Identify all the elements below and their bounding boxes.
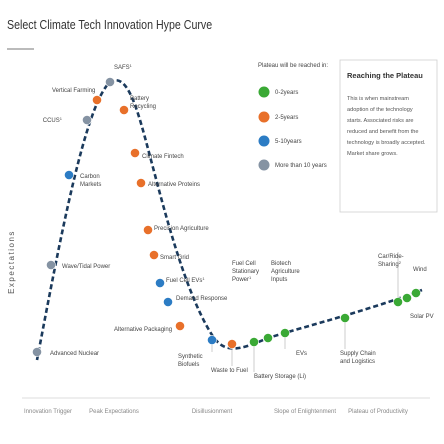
legend-label: 0-2years xyxy=(275,90,298,96)
info-box-lines: This is when mainstream adoption of the t… xyxy=(347,96,426,157)
data-point xyxy=(280,328,290,338)
point-label: Waste to Fuel xyxy=(211,368,248,374)
data-point xyxy=(263,333,273,343)
point-label: Supply Chain and Logistics xyxy=(340,351,376,365)
point-label: Smart Grid xyxy=(160,255,189,261)
point-label: Wave/Tidal Power xyxy=(62,264,110,270)
legend-swatch xyxy=(258,159,270,171)
y-axis-label: Expectations xyxy=(7,230,16,294)
data-point xyxy=(149,250,159,260)
data-point xyxy=(64,170,74,180)
phase-label: Plateau of Productivity xyxy=(348,409,408,415)
point-label: Solar PV xyxy=(410,314,434,320)
legend-title: Plateau will be reached in: xyxy=(258,63,328,69)
point-label: Synthetic Biofuels xyxy=(178,354,203,368)
points-layer xyxy=(32,77,421,372)
point-label: Battery Recycling xyxy=(130,96,156,110)
point-label: Alternative Proteins xyxy=(148,182,200,188)
data-point xyxy=(136,178,146,188)
data-point xyxy=(175,321,185,331)
phase-label: Innovation Trigger xyxy=(24,409,72,415)
point-label: Precision Agriculture xyxy=(154,226,209,232)
point-label: Fuel Cell EVs1 xyxy=(166,276,205,284)
point-label: Carbon Markets xyxy=(80,174,101,188)
info-box-line: This is when mainstream xyxy=(347,96,409,102)
data-point xyxy=(46,260,56,270)
point-label: CCUS1 xyxy=(43,116,63,124)
point-label: Car/Ride-Sharing2 xyxy=(378,254,404,268)
point-label: Vertical Farming xyxy=(52,88,95,94)
point-label: Demand Response xyxy=(176,296,228,302)
point-label: EVs xyxy=(296,351,307,357)
info-box-line: Market share grows. xyxy=(347,151,398,157)
legend-label: 2-5years xyxy=(275,115,298,121)
point-label: Battery Storage (Li) xyxy=(254,374,306,380)
data-point xyxy=(227,339,237,349)
labels-layer: Advanced Nuclear Wave/Tidal Power Carbon Ma… xyxy=(43,63,434,380)
legend-swatch xyxy=(258,86,270,98)
data-point xyxy=(340,313,350,323)
data-point xyxy=(32,347,42,357)
data-point xyxy=(411,288,421,298)
data-point xyxy=(402,293,412,303)
point-label: Wind xyxy=(413,267,427,273)
info-box-frame xyxy=(339,59,438,213)
data-point xyxy=(119,105,129,115)
point-label: Biotech Agriculture Inputs xyxy=(271,261,300,283)
data-point xyxy=(207,335,217,345)
info-box: Reaching the Plateau This is when mainst… xyxy=(339,59,438,213)
point-label: Fuel Cell Stationary Power1 xyxy=(232,261,259,283)
data-point xyxy=(82,115,92,125)
legend-items: 0-2years 2-5years 5-10years More than 10 ye… xyxy=(258,86,327,171)
info-box-line: adoption of the technology xyxy=(347,107,413,113)
phase-label: Slope of Enlightenment xyxy=(274,409,336,415)
phase-label: Peak Expectations xyxy=(89,409,139,415)
data-point xyxy=(163,297,173,307)
phase-labels: Innovation Trigger Peak Expectations Dis… xyxy=(24,409,408,415)
point-label: Climate Fintech xyxy=(142,154,184,160)
point-label: Advanced Nuclear xyxy=(50,351,99,357)
info-box-line: starts. Associated risks are xyxy=(347,118,414,124)
info-box-line: reduced and benefit from the xyxy=(347,129,419,135)
data-point xyxy=(155,278,165,288)
data-point xyxy=(249,337,259,347)
point-label: Alternative Packaging xyxy=(114,327,172,333)
legend-swatch xyxy=(258,135,270,147)
phase-label: Disillusionment xyxy=(192,409,233,415)
legend: Plateau will be reached in: 0-2years 2-5y… xyxy=(258,63,328,171)
legend-swatch xyxy=(258,111,270,123)
data-point xyxy=(393,297,403,307)
info-box-title: Reaching the Plateau xyxy=(347,71,423,80)
legend-label: 5-10years xyxy=(275,139,302,145)
data-point xyxy=(143,225,153,235)
chart-title: Select Climate Tech Innovation Hype Curv… xyxy=(7,17,213,32)
data-point xyxy=(92,95,102,105)
data-point xyxy=(105,77,115,87)
legend-label: More than 10 years xyxy=(275,163,327,169)
info-box-line: technology is broadly accepted. xyxy=(347,140,426,146)
data-point xyxy=(130,148,140,158)
point-label: SAFS1 xyxy=(114,63,133,71)
